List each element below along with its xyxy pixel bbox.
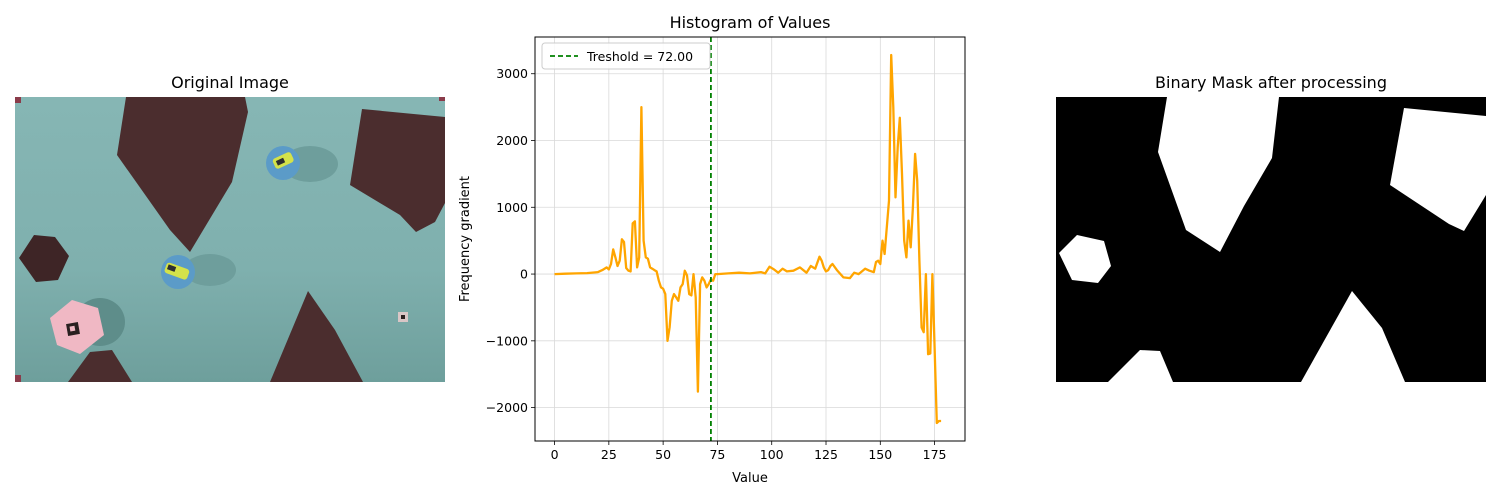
mask-region xyxy=(1301,291,1405,382)
y-axis-ticks: −2000 −1000 0 1000 2000 3000 xyxy=(486,66,535,415)
y-tick-label: −1000 xyxy=(486,333,528,348)
rock-shape xyxy=(270,291,363,382)
corner-marker xyxy=(15,375,21,382)
legend-box xyxy=(541,42,711,70)
y-tick-label: 3000 xyxy=(496,66,528,81)
x-tick-label: 150 xyxy=(868,447,892,462)
binary-mask-title: Binary Mask after processing xyxy=(1155,73,1387,92)
shadow xyxy=(184,254,236,286)
legend-threshold-label: Treshold = 72.00 xyxy=(586,49,693,64)
plot-frame xyxy=(534,36,966,442)
mask-region xyxy=(1158,97,1279,252)
corner-marker xyxy=(15,97,21,103)
rock-shape xyxy=(68,350,132,382)
mask-region xyxy=(1108,350,1173,382)
y-tick-label: 1000 xyxy=(496,200,528,215)
binary-mask-image xyxy=(1056,97,1486,382)
rock-shape xyxy=(350,109,445,232)
series-layer xyxy=(554,53,942,425)
rock-shape xyxy=(117,97,248,252)
marker-box-icon xyxy=(50,300,104,354)
y-tick-label: 0 xyxy=(520,267,528,282)
x-tick-label: 0 xyxy=(551,447,559,462)
x-tick-label: 75 xyxy=(709,447,725,462)
original-image xyxy=(15,97,445,382)
histogram-chart: 0 25 50 75 100 125 150 175 −2000 −1000 0 1000 2000 3… xyxy=(458,36,966,486)
chart-title: Histogram of Values xyxy=(669,13,831,32)
boat-icon xyxy=(266,146,300,180)
grid xyxy=(535,37,965,441)
x-axis-label: Value xyxy=(732,471,768,486)
x-tick-label: 50 xyxy=(655,447,671,462)
mask-region xyxy=(1059,235,1111,283)
legend: Treshold = 72.00 xyxy=(541,42,711,70)
x-axis-ticks: 0 25 50 75 100 125 150 175 xyxy=(551,441,947,462)
x-tick-label: 175 xyxy=(923,447,947,462)
original-image-title: Original Image xyxy=(171,73,289,92)
x-tick-label: 100 xyxy=(760,447,784,462)
x-tick-label: 25 xyxy=(601,447,617,462)
boat-icon xyxy=(161,255,195,289)
mask-region xyxy=(1390,108,1486,231)
x-tick-label: 125 xyxy=(814,447,838,462)
corner-marker xyxy=(401,315,405,319)
rock-shape xyxy=(19,235,69,282)
y-tick-label: 2000 xyxy=(496,133,528,148)
corner-marker xyxy=(439,97,445,101)
series-line xyxy=(554,53,942,425)
y-axis-label: Frequency gradient xyxy=(458,176,473,302)
y-tick-label: −2000 xyxy=(486,400,528,415)
